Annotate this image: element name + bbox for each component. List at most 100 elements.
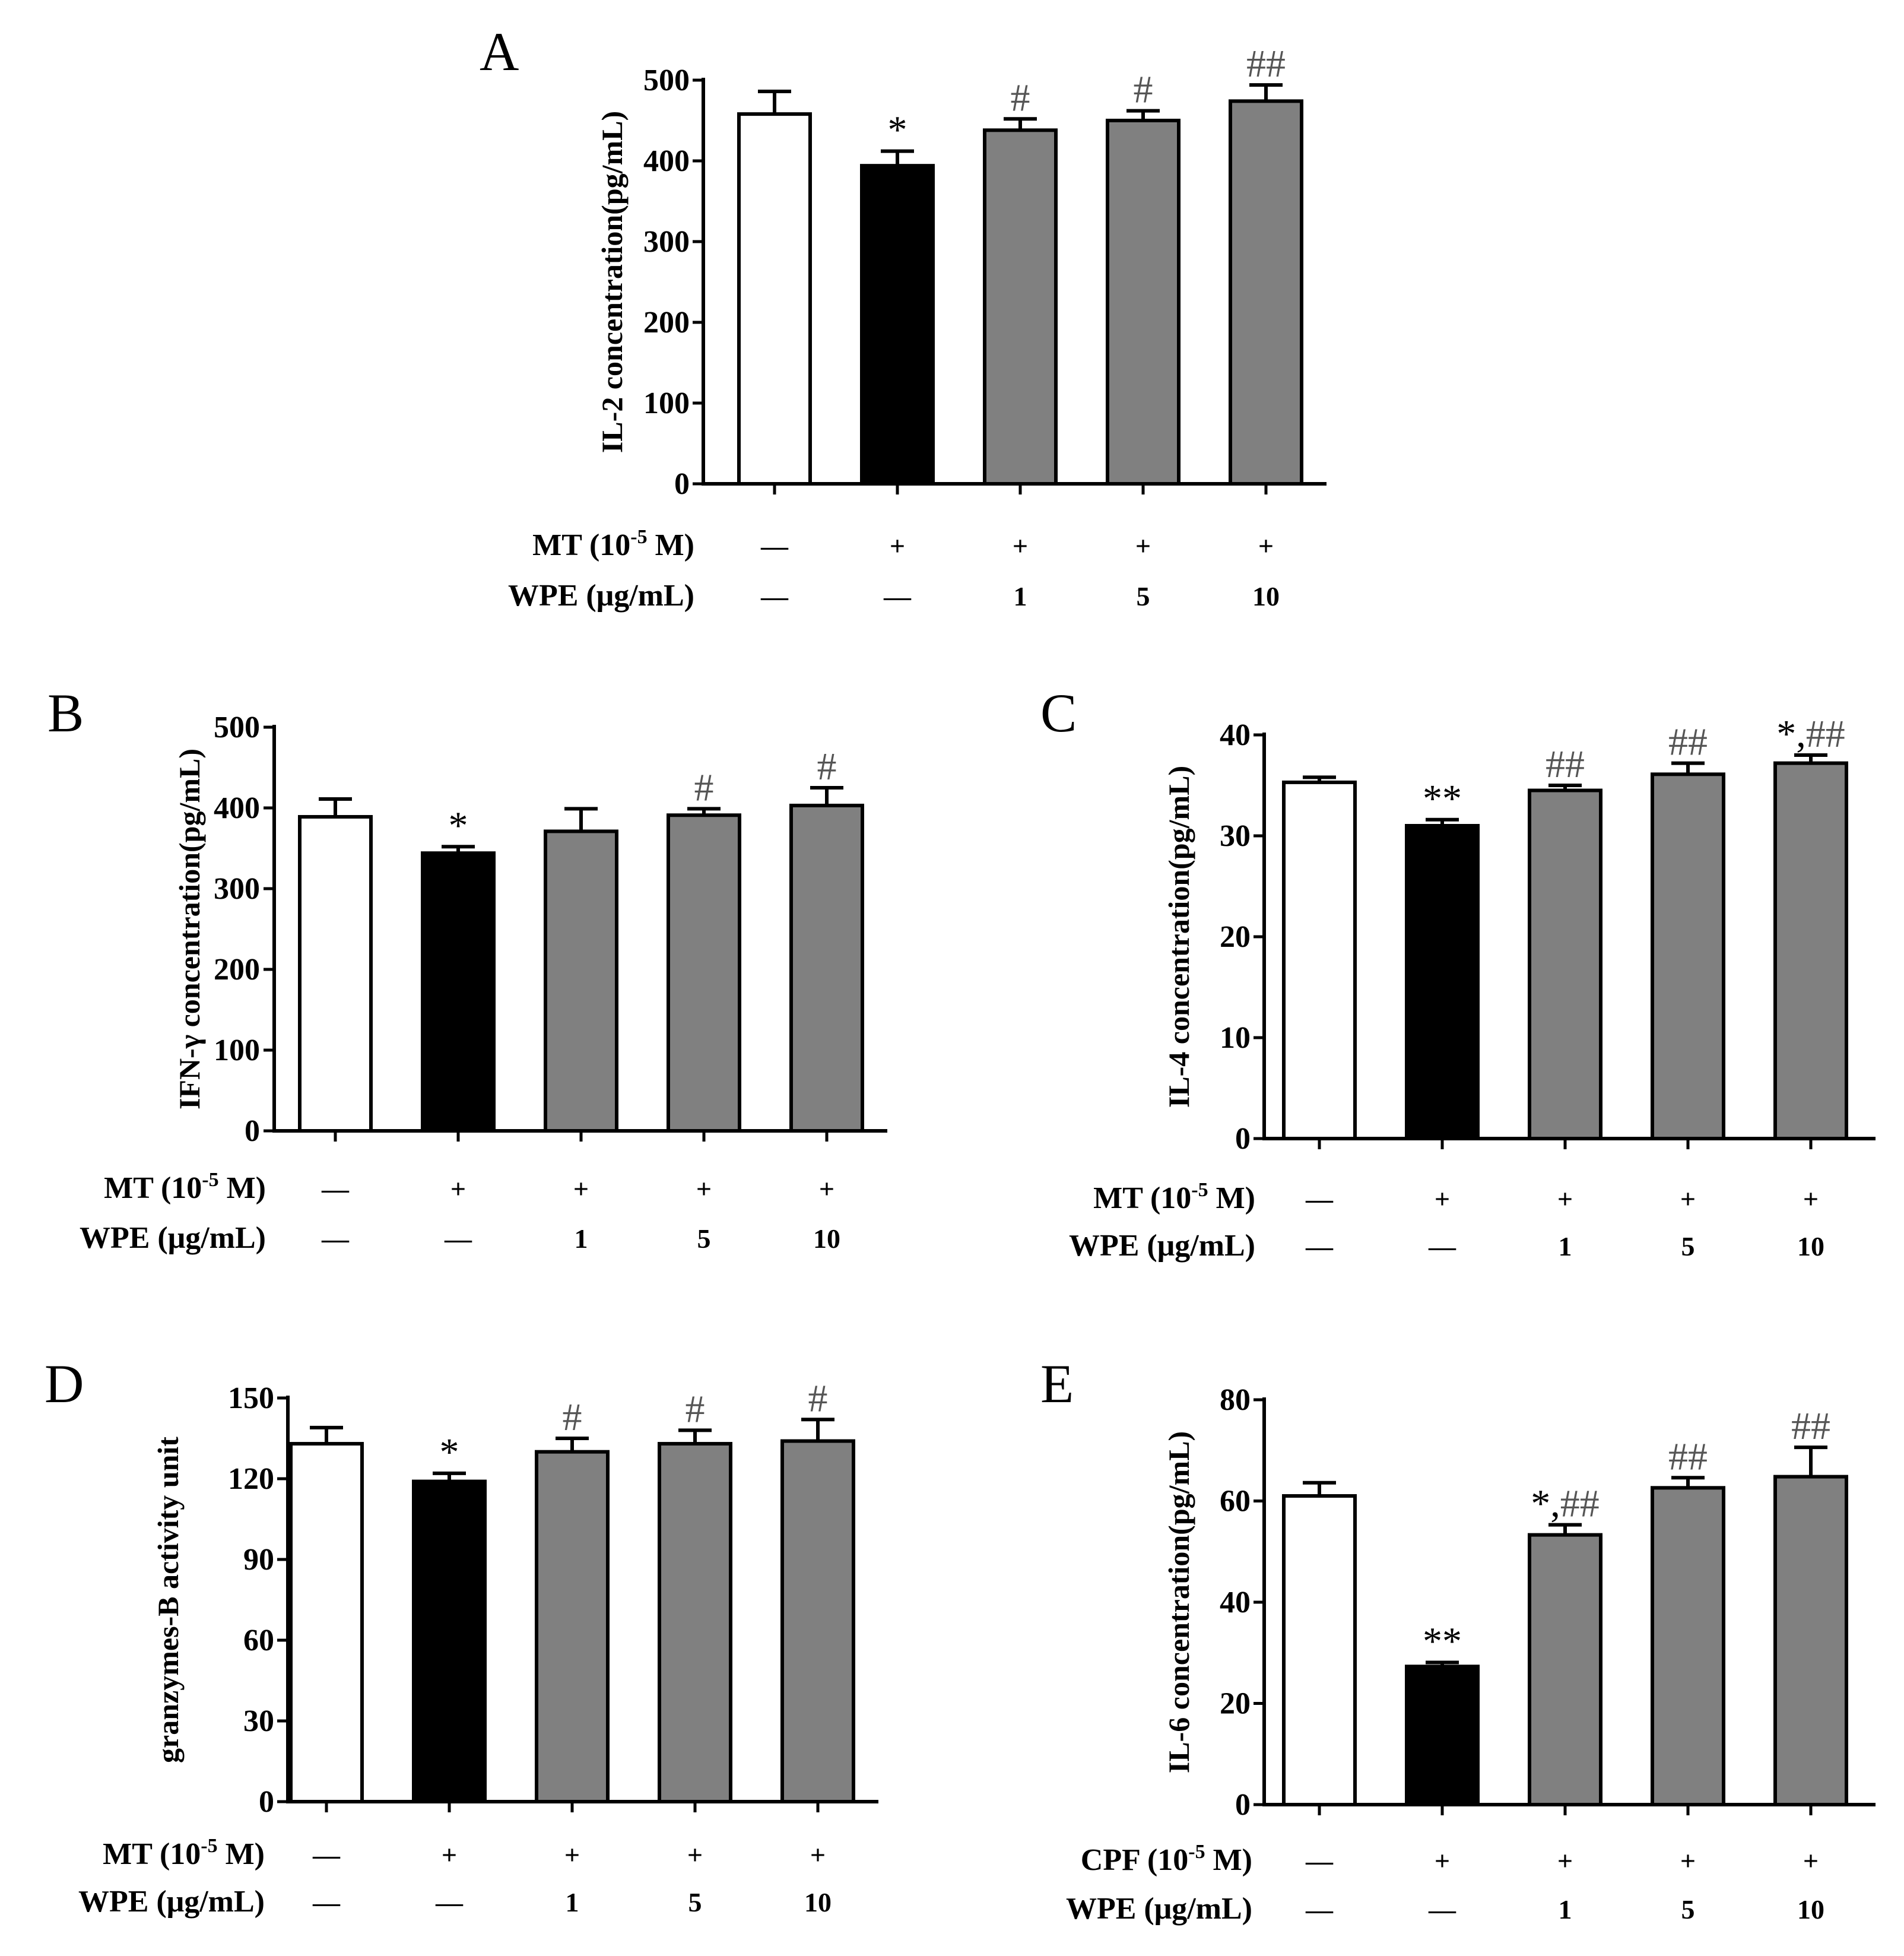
treatment-cell: 5	[1681, 1231, 1695, 1261]
bar	[1405, 824, 1480, 1140]
y-axis-title: IL-4 concentration(pg/mL)	[1162, 766, 1195, 1108]
treatment-cell: +	[1013, 531, 1028, 561]
treatment-cell: 10	[804, 1887, 832, 1917]
treatment-cell: +	[819, 1174, 834, 1204]
treatment-cell: 1	[1014, 581, 1027, 611]
panel-d: D 0 30 60 90 120 150 granzymes-B activity unit —…	[45, 1353, 878, 1919]
treatment-label: MT (10-5 M)	[103, 1835, 265, 1871]
bar	[1651, 772, 1725, 1141]
treatment-cell: —	[1305, 1846, 1334, 1876]
significance-label: *,##	[1776, 712, 1845, 756]
treatment-cell: +	[810, 1840, 826, 1870]
bar	[983, 128, 1058, 486]
bar	[1282, 1494, 1357, 1807]
y-tick-label: 20	[1220, 920, 1251, 954]
treatment-label: MT (10-5 M)	[532, 526, 694, 562]
treatment-cell: +	[573, 1174, 589, 1204]
treatment-cell: +	[1557, 1184, 1573, 1214]
treatment-cell: +	[564, 1840, 580, 1870]
treatment-label: WPE (μg/mL)	[78, 1885, 265, 1919]
treatment-cell: +	[696, 1174, 712, 1204]
treatment-cell: 1	[1559, 1231, 1572, 1261]
y-tick-label: 40	[1220, 718, 1251, 752]
treatment-cell: +	[1803, 1184, 1819, 1214]
treatment-cell: 5	[1137, 581, 1150, 611]
y-tick-label: 10	[1220, 1021, 1251, 1055]
panel-e: E 0 20 40 60 80 IL-6 concentration(pg/mL) — — ** +…	[1040, 1353, 1876, 1926]
bar	[860, 164, 935, 486]
treatment-cell: +	[1435, 1184, 1450, 1214]
significance-label: ##	[1246, 42, 1286, 85]
treatment-label: CPF (10-5 M)	[1081, 1841, 1252, 1877]
treatment-cell: +	[890, 531, 905, 561]
treatment-cell: +	[687, 1840, 703, 1870]
treatment-cell: —	[1305, 1894, 1334, 1925]
y-tick-label: 500	[214, 711, 260, 744]
treatment-cell: 5	[1681, 1894, 1695, 1925]
treatment-cell: —	[1305, 1184, 1334, 1214]
y-tick-label: 300	[643, 225, 690, 259]
treatment-cell: +	[1680, 1846, 1696, 1876]
treatment-cell: 1	[1559, 1894, 1572, 1925]
bar	[1229, 99, 1303, 486]
treatment-cell: 5	[688, 1887, 702, 1917]
significance-label: *,##	[1531, 1482, 1600, 1526]
y-tick-label: 30	[1220, 819, 1251, 853]
significance-label: ##	[1668, 721, 1708, 764]
treatment-cell: —	[1428, 1231, 1456, 1261]
treatment-cell: —	[321, 1223, 350, 1254]
panel-letter: E	[1040, 1353, 1074, 1414]
y-tick-label: 0	[674, 467, 690, 501]
treatment-label: WPE (μg/mL)	[508, 579, 694, 613]
significance-label: #	[563, 1396, 582, 1439]
treatment-cell: +	[1557, 1846, 1573, 1876]
y-axis-title: granzymes-B activity unit	[151, 1437, 185, 1763]
bar	[298, 814, 373, 1133]
y-tick-label: 90	[243, 1543, 274, 1577]
significance-label: **	[1423, 1619, 1462, 1663]
y-tick-label: 150	[228, 1381, 274, 1415]
y-tick-label: 200	[214, 953, 260, 987]
treatment-cell: —	[760, 581, 789, 611]
y-tick-label: 0	[259, 1785, 274, 1819]
panel-c: C 0 10 20 30 40 IL-4 concentration(pg/mL) — — ** +…	[1040, 683, 1876, 1263]
treatment-cell: —	[435, 1887, 464, 1917]
treatment-cell: +	[1680, 1184, 1696, 1214]
y-tick-label: 300	[214, 872, 260, 906]
y-tick-label: 0	[245, 1114, 260, 1148]
y-tick-label: 500	[643, 64, 690, 97]
significance-label: #	[694, 766, 714, 809]
bar	[789, 803, 864, 1133]
y-axis-title: IL-2 concentration(pg/mL)	[595, 111, 629, 453]
bar	[544, 829, 618, 1133]
significance-label: *	[888, 109, 907, 152]
y-tick-label: 400	[214, 791, 260, 825]
y-tick-label: 200	[643, 306, 690, 340]
treatment-cell: 10	[1797, 1894, 1824, 1925]
treatment-cell: +	[450, 1174, 466, 1204]
y-tick-label: 60	[1220, 1485, 1251, 1518]
y-tick-label: 0	[1235, 1788, 1251, 1822]
treatment-cell: —	[1428, 1894, 1456, 1925]
bar	[737, 112, 812, 486]
significance-label: #	[808, 1377, 828, 1420]
y-axis-title: IFN-γ concentration(pg/mL)	[173, 749, 206, 1109]
y-tick-label: 0	[1235, 1122, 1251, 1156]
bar	[421, 851, 496, 1133]
y-tick-label: 40	[1220, 1586, 1251, 1619]
significance-label: ##	[1546, 743, 1585, 786]
treatment-label: WPE (μg/mL)	[1066, 1892, 1252, 1926]
treatment-cell: —	[1305, 1231, 1334, 1261]
significance-label: #	[686, 1387, 705, 1431]
treatment-cell: 10	[1797, 1231, 1824, 1261]
bar	[1405, 1665, 1480, 1807]
panel-letter: A	[480, 21, 519, 82]
y-tick-label: 100	[643, 386, 690, 420]
treatment-cell: +	[1258, 531, 1274, 561]
bar	[1773, 1475, 1848, 1807]
significance-label: **	[1423, 777, 1462, 820]
treatment-label: WPE (μg/mL)	[80, 1221, 266, 1255]
treatment-cell: +	[1803, 1846, 1819, 1876]
